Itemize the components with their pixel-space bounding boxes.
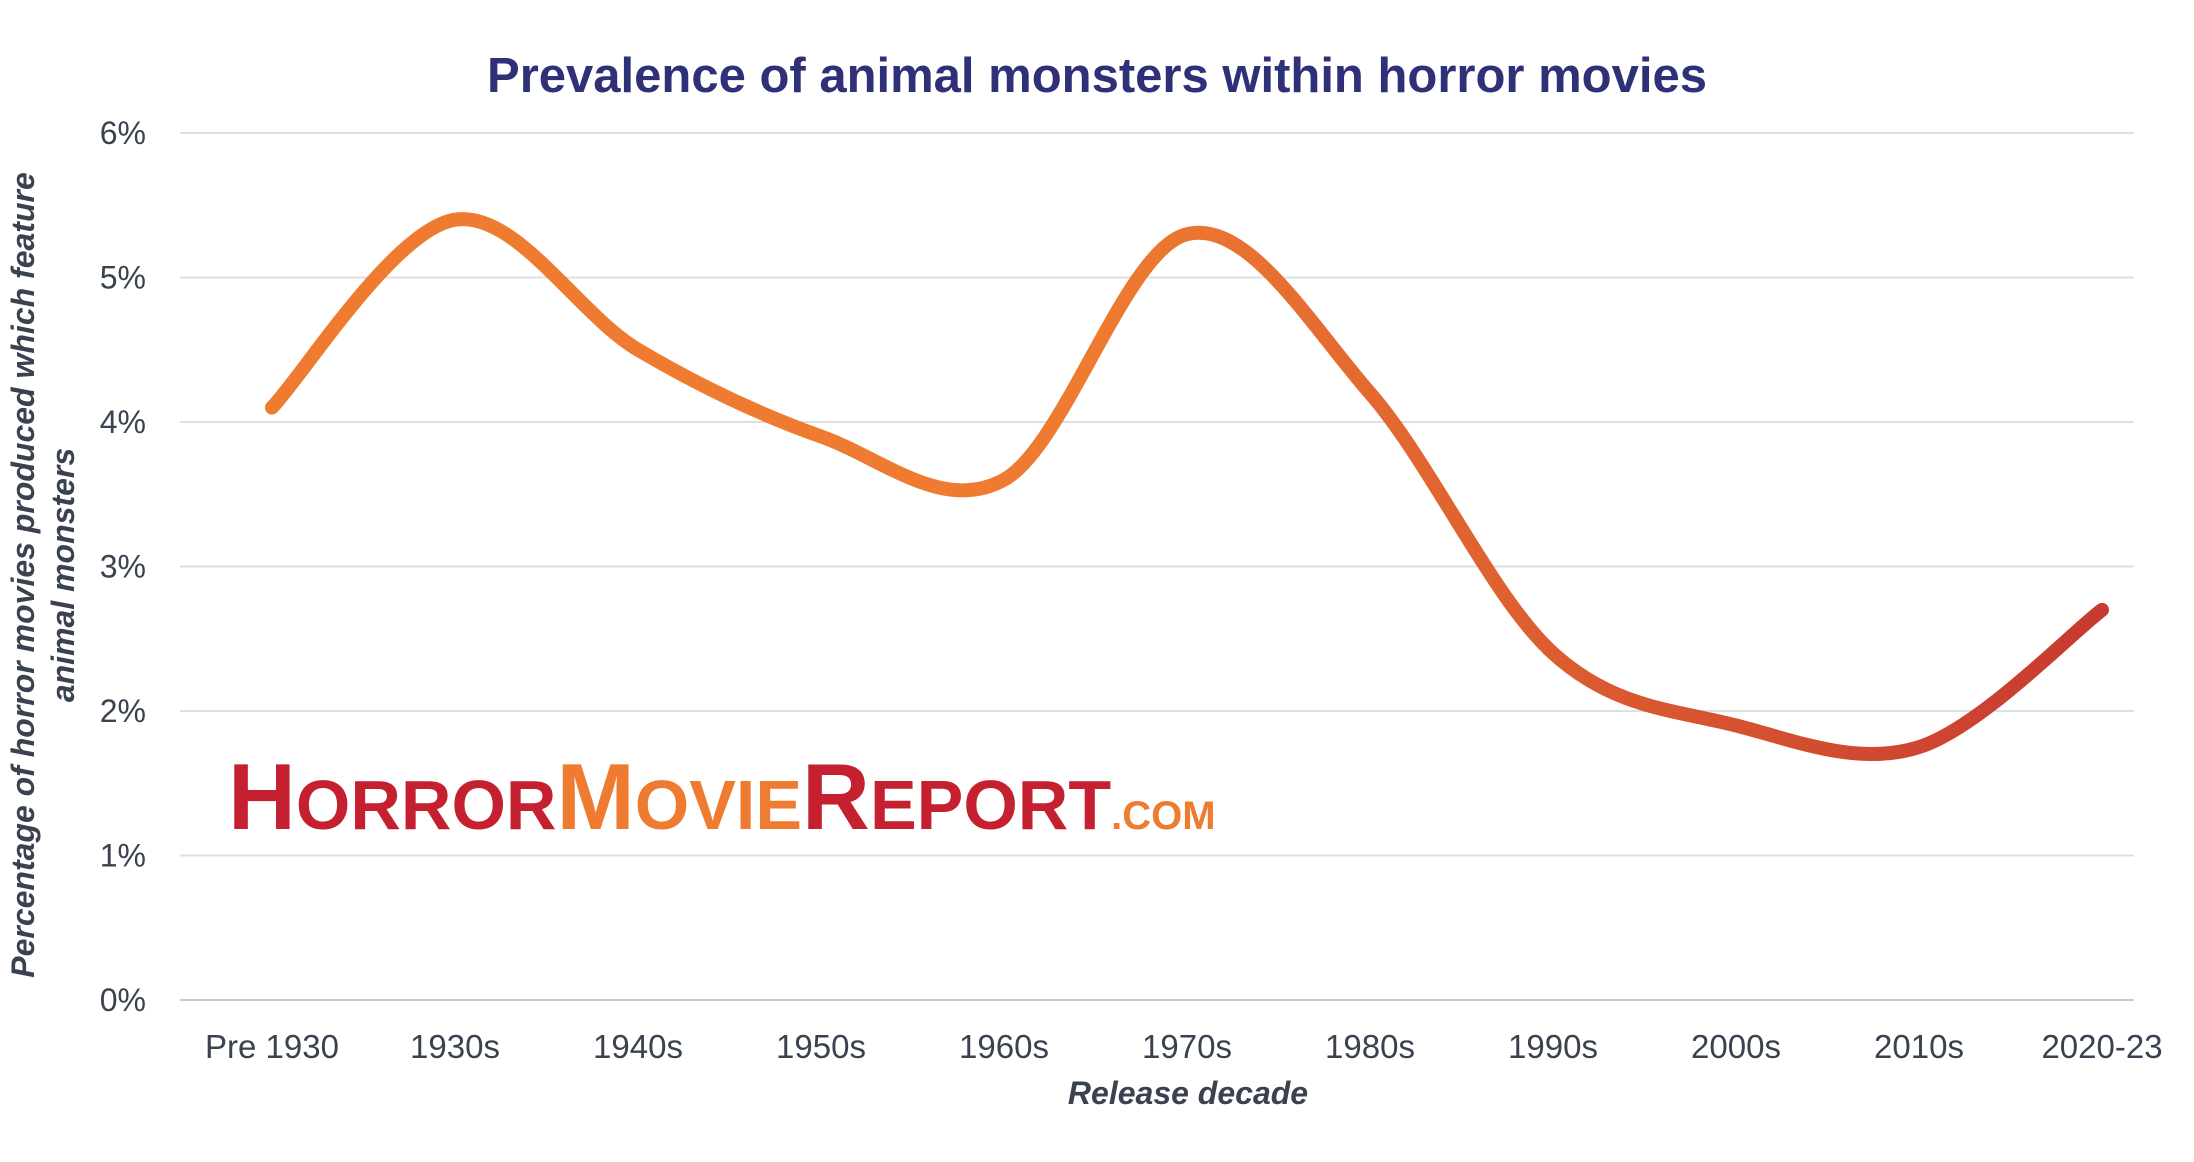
x-tick-label: 2010s <box>1874 1028 1964 1065</box>
x-tick-label: 2000s <box>1691 1028 1781 1065</box>
logo-dot-com: .COM <box>1111 794 1215 838</box>
x-tick-label: 1980s <box>1325 1028 1415 1065</box>
y-axis-title-line-1: Percentage of horror movies produced whi… <box>5 172 41 978</box>
x-tick-label: 1940s <box>593 1028 683 1065</box>
y-tick-label: 1% <box>100 838 146 874</box>
logo-orror: ORROR <box>296 766 557 844</box>
x-tick-label: 1930s <box>410 1028 500 1065</box>
logo-m-cap: M <box>556 744 634 849</box>
y-axis-title-line-2: animal monsters <box>45 448 81 702</box>
logo-eport: EPORT <box>870 766 1111 844</box>
y-axis-ticks: 0% 1% 2% 3% 4% 5% 6% <box>100 115 146 1018</box>
x-tick-label: 2020-23 <box>2041 1028 2162 1065</box>
y-tick-label: 6% <box>100 115 146 151</box>
y-tick-label: 4% <box>100 404 146 440</box>
x-tick-label: Pre 1930 <box>205 1028 339 1065</box>
logo-r-cap: R <box>802 744 870 849</box>
x-tick-label: 1990s <box>1508 1028 1598 1065</box>
x-tick-label: 1960s <box>959 1028 1049 1065</box>
x-tick-label: 1970s <box>1142 1028 1232 1065</box>
chart-title: Prevalence of animal monsters within hor… <box>487 49 1707 103</box>
site-logo: HORRORMOVIEREPORT.COM <box>228 744 1216 849</box>
series-line <box>265 212 2109 761</box>
x-axis-title: Release decade <box>1068 1075 1308 1111</box>
y-axis-title: Percentage of horror movies produced whi… <box>5 172 81 978</box>
y-tick-label: 2% <box>100 693 146 729</box>
y-tick-label: 3% <box>100 549 146 585</box>
x-tick-label: 1950s <box>776 1028 866 1065</box>
logo-ovie: OVIE <box>635 766 802 844</box>
x-axis-ticks: Pre 1930 1930s 1940s 1950s 1960s 1970s 1980s 19… <box>205 1028 2163 1065</box>
logo-h-cap: H <box>228 744 296 849</box>
y-tick-label: 5% <box>100 260 146 296</box>
data-points <box>265 213 2109 754</box>
gridlines <box>180 132 2134 1001</box>
y-tick-label: 0% <box>100 982 146 1018</box>
